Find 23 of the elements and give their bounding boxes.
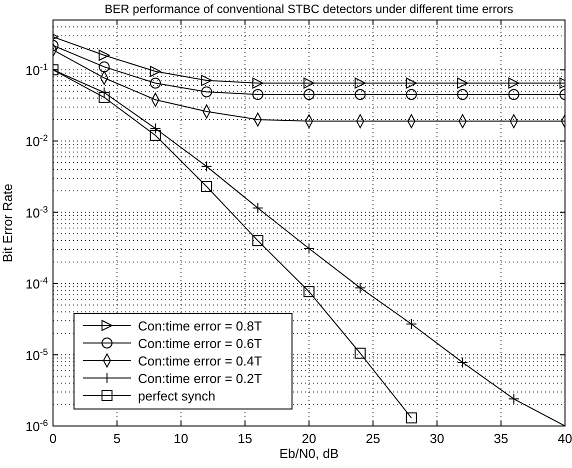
legend-label: Con:time error = 0.8T [138, 318, 262, 334]
y-tick-label: 10$^{-3}$ [25, 204, 48, 220]
x-tick-label: 40 [558, 431, 572, 446]
y-tick-label: 10$^{-6}$ [25, 418, 48, 434]
x-tick-label: 20 [302, 431, 316, 446]
x-tick-label: 15 [238, 431, 252, 446]
x-tick-label: 30 [430, 431, 444, 446]
x-tick-label: 35 [494, 431, 508, 446]
x-axis-title: Eb/N0, dB [279, 446, 339, 461]
legend-label: perfect synch [138, 388, 216, 404]
x-tick-label: 25 [366, 431, 380, 446]
y-tick-label: 10$^{-5}$ [25, 346, 48, 363]
y-axis-title: Bit Error Rate [0, 184, 15, 262]
x-tick-label: 5 [113, 431, 121, 446]
legend-label: Con:time error = 0.6T [138, 336, 262, 351]
y-tick-label: 10$^{-1}$ [25, 62, 48, 78]
y-tick-label: 10$^{-4}$ [25, 276, 48, 292]
legend-label: Con:time error = 0.2T [138, 371, 262, 386]
x-tick-label: 0 [49, 431, 57, 446]
x-tick-label: 10 [174, 431, 188, 446]
legend-label: Con:time error = 0.4T [138, 354, 262, 368]
y-tick-label: 10$^{-2}$ [25, 133, 48, 150]
chart-title: BER performance of conventional STBC detectors under different time errors [104, 2, 514, 16]
